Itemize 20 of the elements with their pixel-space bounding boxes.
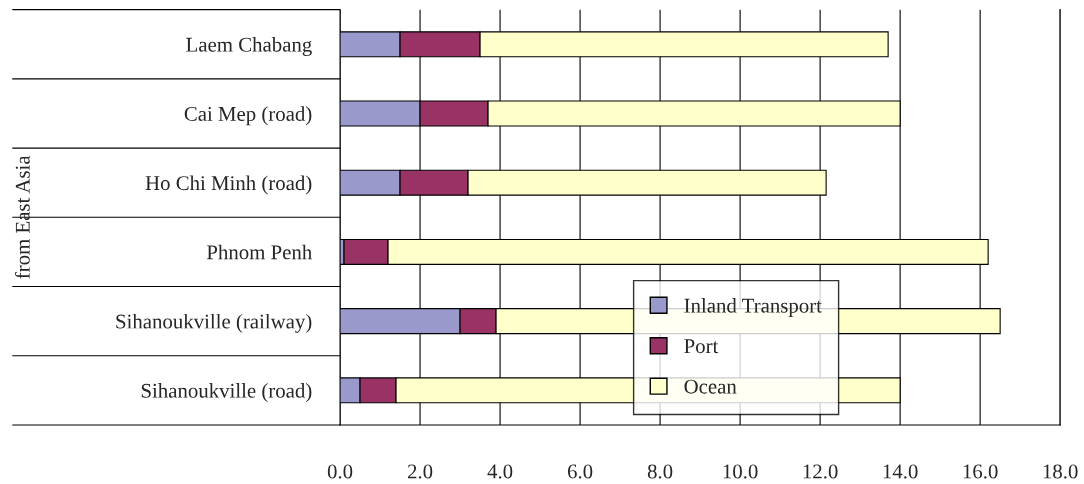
x-tick-label: 12.0 — [803, 464, 838, 479]
x-tick-label: 16.0 — [963, 464, 998, 479]
legend-label: Inland Transport — [684, 298, 822, 317]
y-axis-title: from East Asia — [14, 155, 30, 279]
y-tick-label: Laem Chabang — [186, 37, 312, 57]
x-tick-label: 8.0 — [647, 464, 673, 479]
x-tick-label: 4.0 — [487, 464, 513, 479]
legend-label: Port — [684, 339, 719, 354]
x-tick-label: 10.0 — [723, 464, 758, 479]
x-tick-label: 2.0 — [407, 464, 433, 479]
y-tick-label: Sihanoukville (road) — [141, 383, 312, 403]
legend-label: Ocean — [684, 379, 737, 394]
x-tick-label: 14.0 — [883, 464, 918, 479]
x-tick-label: 6.0 — [567, 464, 593, 479]
y-tick-label: Phnom Penh — [206, 244, 312, 260]
x-tick-label: 18.0 — [1043, 464, 1078, 479]
x-tick-label: 0.0 — [327, 464, 353, 479]
y-tick-label: Sihanoukville (railway) — [116, 313, 312, 333]
y-tick-label: Cai Mep (road) — [184, 106, 312, 126]
y-tick-label: Ho Chi Minh (road) — [145, 175, 312, 195]
